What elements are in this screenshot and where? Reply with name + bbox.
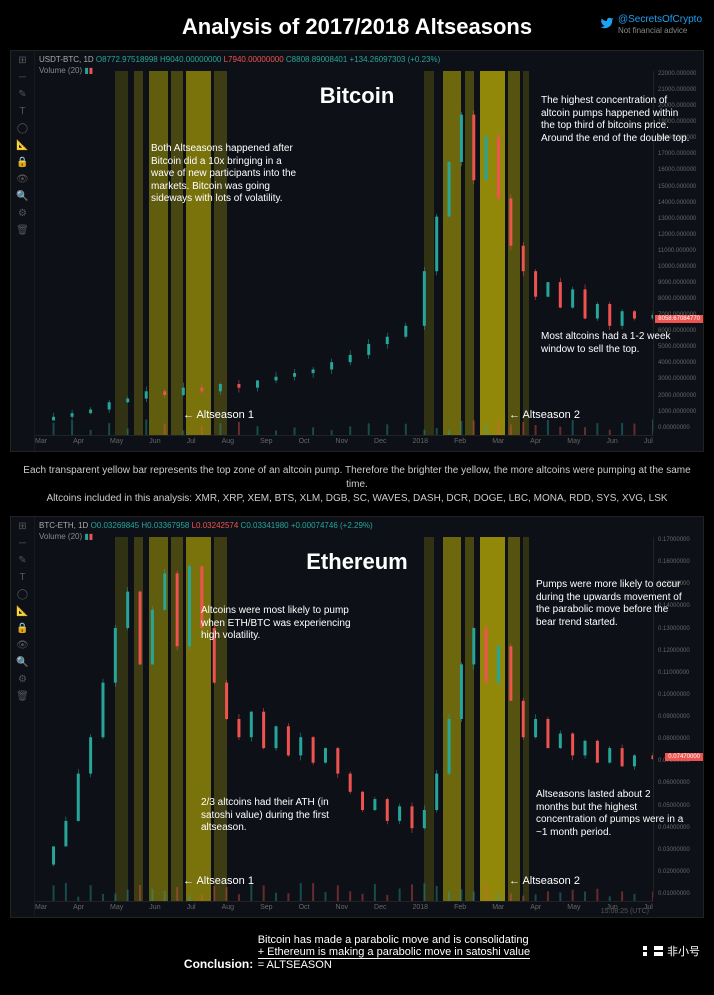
tool-icon[interactable]: 🔍 [16, 657, 28, 668]
tool-icon[interactable]: T [19, 106, 25, 117]
tool-icon[interactable]: ⚙ [18, 674, 27, 685]
btc-x-axis: MarAprMayJunJulAugSepOctNovDec2018FebMar… [35, 435, 653, 451]
tool-icon[interactable]: 👁 [16, 640, 29, 651]
tool-icon[interactable]: 👁 [16, 174, 29, 185]
annotation: The highest concentration of altcoin pum… [541, 95, 691, 145]
btc-chart: ⊞ ─ ✎ T ◯ 📐 🔒 👁 🔍 ⚙ 🗑 USDT-BTC, 1D O8772.97518998 … [10, 50, 704, 452]
tool-icon[interactable]: ◯ [17, 123, 28, 134]
tool-icon[interactable]: ⊞ [18, 521, 26, 532]
tool-icon[interactable]: 🗑 [16, 225, 29, 236]
annotation: Pumps were more likely to occur during t… [536, 579, 686, 629]
chart-toolbar: ⊞ ─ ✎ T ◯ 📐 🔒 👁 🔍 ⚙ 🗑 [11, 51, 35, 451]
tool-icon[interactable]: T [19, 572, 25, 583]
twitter-handle: @SecretsOfCrypto [618, 14, 702, 25]
tool-icon[interactable]: ◯ [17, 589, 28, 600]
tool-icon[interactable]: 🔍 [16, 191, 28, 202]
btc-ticker: USDT-BTC, 1D O8772.97518998 H9040.000000… [39, 55, 440, 75]
tool-icon[interactable]: 📐 [16, 606, 28, 617]
altseason-label: ← Altseason 1 [183, 875, 254, 887]
price-tag: 0.07470000 [665, 753, 703, 761]
twitter-sub: Not financial advice [618, 26, 702, 35]
watermark: 非小号 [643, 943, 700, 959]
eth-ticker: BTC-ETH, 1D O0.03269845 H0.03367958 L0.0… [39, 521, 373, 541]
altseason-label: ← Altseason 1 [183, 409, 254, 421]
page-title: Analysis of 2017/2018 Altseasons [182, 14, 532, 40]
annotation: Most altcoins had a 1-2 week window to s… [541, 331, 691, 356]
annotation: Altseasons lasted about 2 months but the… [536, 789, 686, 839]
tool-icon[interactable]: ✎ [18, 555, 26, 566]
tool-icon[interactable]: 🔒 [16, 157, 28, 168]
annotation: Altcoins were most likely to pump when E… [201, 605, 351, 643]
annotation: Both Altseasons happened after Bitcoin d… [151, 143, 301, 206]
tool-icon[interactable]: ─ [19, 538, 26, 549]
eth-timestamp: 15:08:25 (UTC) [601, 908, 649, 915]
twitter-icon [600, 16, 614, 33]
middle-caption: Each transparent yellow bar represents t… [0, 460, 714, 516]
tool-icon[interactable]: ✎ [18, 89, 26, 100]
btc-title: Bitcoin [320, 83, 395, 109]
altseason-label: ← Altseason 2 [509, 875, 580, 887]
tool-icon[interactable]: 🗑 [16, 691, 29, 702]
eth-chart: ⊞ ─ ✎ T ◯ 📐 🔒 👁 🔍 ⚙ 🗑 BTC-ETH, 1D O0.03269845 H0.0… [10, 516, 704, 918]
tool-icon[interactable]: ⚙ [18, 208, 27, 219]
eth-x-axis: MarAprMayJunJulAugSepOctNovDec2018FebMar… [35, 901, 653, 917]
conclusion: Conclusion: Bitcoin has made a parabolic… [0, 926, 714, 987]
eth-title: Ethereum [306, 549, 407, 575]
tool-icon[interactable]: 🔒 [16, 623, 28, 634]
price-tag: 8058.67084770 [655, 315, 703, 323]
annotation: 2/3 altcoins had their ATH (in satoshi v… [201, 797, 351, 835]
chart-toolbar: ⊞ ─ ✎ T ◯ 📐 🔒 👁 🔍 ⚙ 🗑 [11, 517, 35, 917]
twitter-badge[interactable]: @SecretsOfCrypto Not financial advice [600, 14, 702, 35]
header: Analysis of 2017/2018 Altseasons @Secret… [0, 8, 714, 50]
altseason-label: ← Altseason 2 [509, 409, 580, 421]
tool-icon[interactable]: ⊞ [18, 55, 26, 66]
page-root: Analysis of 2017/2018 Altseasons @Secret… [0, 0, 714, 995]
tool-icon[interactable]: 📐 [16, 140, 28, 151]
tool-icon[interactable]: ─ [19, 72, 26, 83]
